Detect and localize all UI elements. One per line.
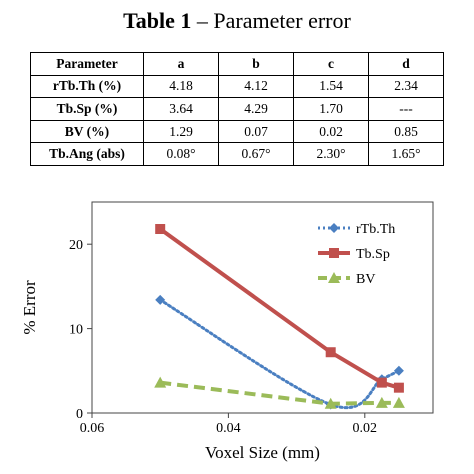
table-cell: --- xyxy=(368,97,444,121)
x-tick-label: 0.02 xyxy=(353,421,378,436)
table-header-row: Parameter a b c d xyxy=(30,52,444,76)
row-label: BV (%) xyxy=(30,119,144,144)
data-point-bv xyxy=(375,396,388,408)
table-cell: 1.54 xyxy=(293,74,369,99)
row-label: rTb.Th (%) xyxy=(30,74,144,99)
y-tick-label: 10 xyxy=(69,323,83,338)
table-row: rTb.Th (%) 4.18 4.12 1.54 2.34 xyxy=(30,74,444,99)
table-cell: 0.07 xyxy=(218,119,294,144)
data-point-bv xyxy=(324,397,337,409)
parameter-error-table: Parameter a b c d rTb.Th (%) 4.18 4.12 1… xyxy=(30,52,444,166)
error-chart: 0.06 0.04 0.02 0 10 20 Voxel Size (mm) % Error r… xyxy=(20,201,434,462)
series-line-rtb-th xyxy=(158,298,401,410)
row-label: Tb.Ang (abs) xyxy=(30,142,144,166)
table-cell: 0.02 xyxy=(293,119,369,144)
data-point-bv xyxy=(392,396,405,408)
y-tick-label: 20 xyxy=(69,238,83,253)
data-point-tb-sp xyxy=(155,224,166,235)
x-tick-label: 0.04 xyxy=(216,421,241,436)
header-c: c xyxy=(293,52,369,76)
legend-label-tb-sp: Tb.Sp xyxy=(356,247,390,262)
table-cell: 2.34 xyxy=(368,74,444,99)
table-cell: 3.64 xyxy=(143,97,219,121)
table-cell: 2.30° xyxy=(293,142,369,166)
x-tick-label: 0.06 xyxy=(80,421,105,436)
header-b: b xyxy=(218,52,294,76)
table-cell: 4.29 xyxy=(218,97,294,121)
legend-label-bv: BV xyxy=(356,272,375,287)
table-row: Tb.Sp (%) 3.64 4.29 1.70 --- xyxy=(30,97,444,121)
data-point-rtb-th xyxy=(393,365,404,376)
table-row: Tb.Ang (abs) 0.08° 0.67° 2.30° 1.65° xyxy=(30,142,444,166)
legend-marker-bv xyxy=(328,272,340,283)
table-title-text: – Parameter error xyxy=(191,8,351,33)
data-point-rtb-th xyxy=(155,294,166,305)
table-cell: 1.70 xyxy=(293,97,369,121)
table-cell: 0.08° xyxy=(143,142,219,166)
data-point-bv xyxy=(154,376,167,388)
series-line-bv xyxy=(159,380,399,406)
x-axis-label: Voxel Size (mm) xyxy=(205,443,320,462)
table-cell: 1.29 xyxy=(143,119,219,144)
data-point-tb-sp xyxy=(393,382,404,393)
plot-area-frame xyxy=(91,201,434,414)
header-a: a xyxy=(143,52,219,76)
legend-marker-tb-sp xyxy=(329,248,339,258)
table-title: Table 1 – Parameter error xyxy=(0,6,474,36)
header-parameter: Parameter xyxy=(30,52,144,76)
table-row: BV (%) 1.29 0.07 0.02 0.85 xyxy=(30,119,444,144)
table-cell: 4.18 xyxy=(143,74,219,99)
table-cell: 4.12 xyxy=(218,74,294,99)
data-point-tb-sp xyxy=(325,347,336,358)
header-d: d xyxy=(368,52,444,76)
table-title-number: Table 1 xyxy=(123,8,192,33)
legend-label-rtb-th: rTb.Th xyxy=(356,222,395,237)
table-cell: 0.85 xyxy=(368,119,444,144)
table-cell: 0.67° xyxy=(218,142,294,166)
row-label: Tb.Sp (%) xyxy=(30,97,144,121)
table-cell: 1.65° xyxy=(368,142,444,166)
legend-marker-rtb-th xyxy=(329,223,339,233)
y-axis-label: % Error xyxy=(20,280,39,335)
y-tick-label: 0 xyxy=(76,407,83,422)
data-point-tb-sp xyxy=(376,377,387,388)
series-line-tb-sp xyxy=(159,227,400,390)
